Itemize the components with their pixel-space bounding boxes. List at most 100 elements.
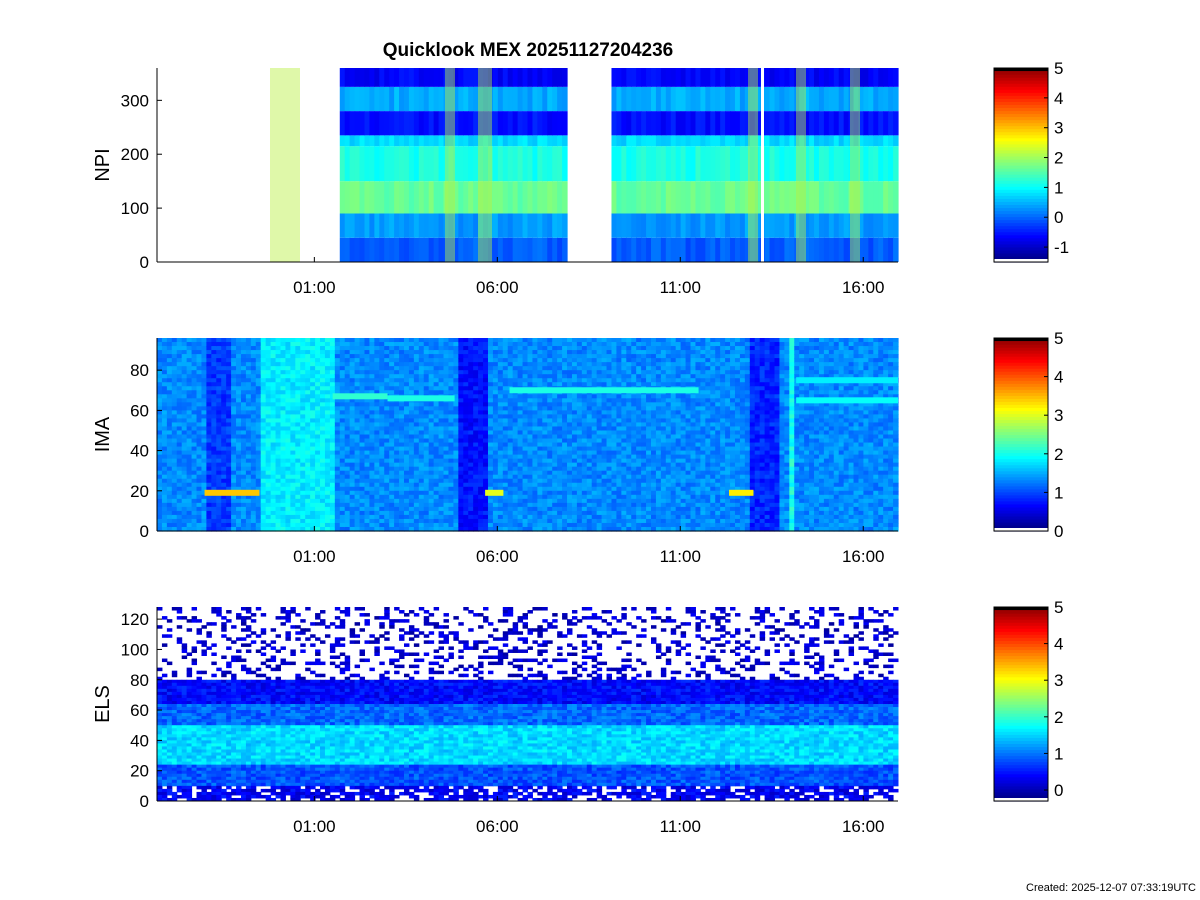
npi-cell — [611, 111, 618, 136]
ima-cell — [404, 418, 410, 424]
ima-cell — [423, 502, 430, 508]
ima-cell — [364, 522, 371, 528]
ima-cell — [344, 378, 351, 383]
ima-cell — [255, 390, 262, 395]
npi-cell — [473, 86, 479, 112]
ima-cell — [310, 430, 316, 436]
ima-cell — [236, 474, 242, 480]
ima-cell — [532, 366, 538, 371]
ima-cell — [315, 418, 321, 424]
ima-cell — [260, 442, 267, 448]
ima-cell — [379, 434, 385, 440]
ima-cell — [453, 374, 459, 379]
ima-cell — [201, 474, 207, 480]
ima-cell — [502, 338, 509, 343]
ima-cell — [418, 362, 425, 367]
ima-cell — [512, 506, 519, 512]
ima-cell — [522, 406, 529, 411]
ima-cell — [157, 490, 163, 496]
ima-cell — [557, 410, 563, 415]
ima-cell — [211, 378, 217, 383]
ima-cell — [492, 426, 499, 432]
ima-cell — [285, 358, 291, 363]
ima-cell — [221, 526, 227, 532]
ima-cell — [349, 506, 356, 512]
ima-cell — [512, 398, 519, 403]
ima-cell — [453, 434, 459, 440]
ima-cell — [502, 438, 509, 444]
ima-cell — [349, 430, 356, 436]
npi-cell — [354, 111, 361, 136]
ima-cell — [265, 470, 272, 476]
ima-cell — [487, 386, 494, 391]
npi-cell — [339, 237, 346, 262]
ima-cell — [497, 458, 504, 464]
npi-cell — [749, 68, 756, 87]
ima-cell — [453, 406, 459, 411]
ima-cell — [280, 478, 287, 484]
ima-cell — [557, 338, 563, 343]
ima-cell — [186, 494, 193, 500]
ima-cell — [265, 450, 272, 456]
ima-cell — [166, 398, 173, 403]
ima-cell — [176, 358, 183, 363]
ima-cell — [201, 470, 207, 476]
ima-cell — [305, 518, 311, 524]
ima-cell — [492, 482, 499, 488]
ima-cell — [473, 402, 479, 407]
ima-cell — [448, 458, 454, 464]
ima-cell — [478, 422, 484, 428]
npi-cell — [552, 146, 558, 182]
ima-cell — [408, 382, 415, 387]
ima-cell — [394, 386, 400, 391]
ima-cell — [349, 354, 356, 359]
ima-cell — [502, 426, 509, 432]
ima-cell — [571, 394, 578, 399]
ima-cell — [171, 370, 178, 375]
npi-cell — [774, 86, 781, 112]
ima-cell — [473, 342, 479, 347]
npi-cell — [730, 86, 736, 112]
npi-cell — [873, 237, 879, 262]
colorbar-frame — [993, 67, 1049, 263]
ima-cell — [186, 438, 193, 444]
ima-cell — [295, 402, 301, 407]
ima-cell — [270, 430, 277, 436]
ima-cell — [379, 450, 385, 456]
ima-cell — [394, 422, 400, 428]
ima-cell — [329, 446, 336, 452]
ima-cell — [171, 374, 178, 379]
ima-cell — [226, 402, 232, 407]
npi-cell — [547, 86, 553, 112]
npi-cell — [818, 237, 825, 262]
ima-cell — [384, 358, 390, 363]
colorbar-step — [994, 234, 1048, 239]
ima-cell — [413, 358, 420, 363]
ima-cell — [389, 426, 395, 432]
ima-cell — [176, 398, 183, 403]
ima-cell — [181, 498, 188, 504]
ima-cell — [216, 414, 222, 420]
ima-cell — [176, 374, 183, 379]
ima-cell — [176, 518, 183, 524]
ima-cell — [443, 454, 450, 460]
ima-cell — [226, 410, 232, 415]
ima-cell — [236, 358, 242, 363]
ima-cell — [522, 394, 529, 399]
npi-cell — [399, 86, 405, 112]
ima-cell — [295, 390, 301, 395]
npi-cell — [517, 86, 524, 112]
ima-cell — [458, 382, 464, 387]
ima-cell — [463, 506, 469, 512]
ima-cell — [542, 494, 548, 500]
ima-cell — [216, 366, 222, 371]
ima-cell — [359, 486, 366, 492]
ima-cell — [394, 486, 400, 492]
npi-cell — [389, 68, 395, 87]
npi-cell — [478, 146, 484, 182]
ima-cell — [359, 474, 366, 480]
ima-cell — [221, 410, 227, 415]
ima-cell — [364, 358, 371, 363]
ima-cell — [280, 354, 287, 359]
ima-cell — [201, 362, 207, 367]
